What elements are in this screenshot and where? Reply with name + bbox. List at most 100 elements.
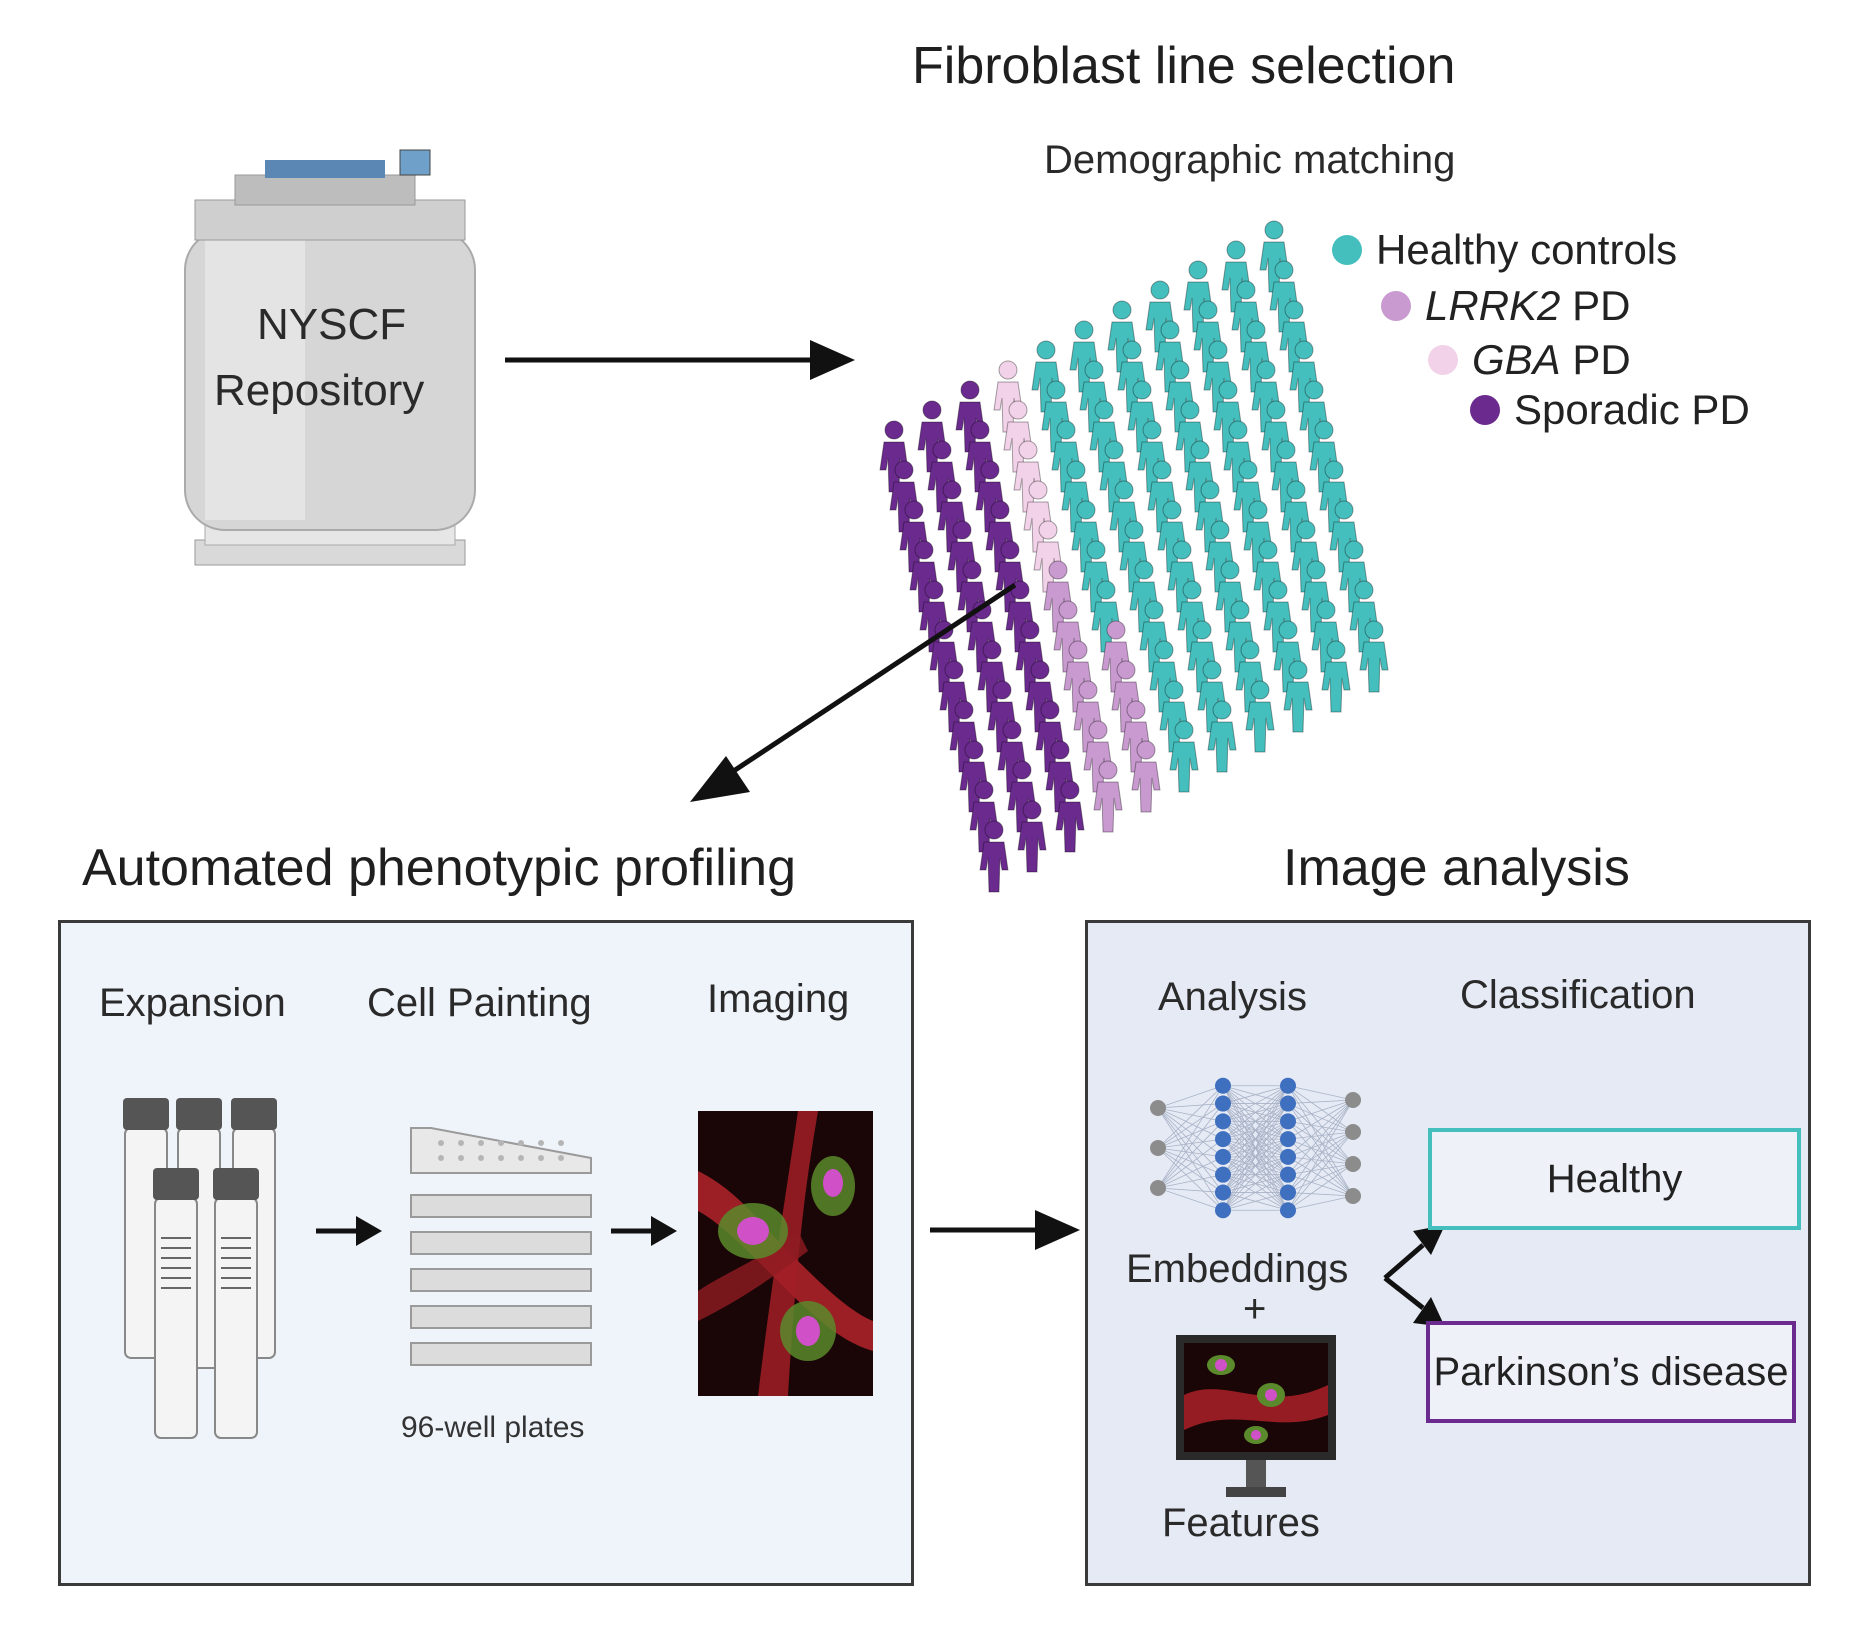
network-edge [1157, 1187, 1224, 1193]
network-node [1150, 1180, 1166, 1196]
network-edge [1157, 1147, 1224, 1211]
person-figure [1165, 360, 1195, 433]
step-imaging-label: Imaging [707, 977, 850, 1021]
person-figure [1157, 500, 1187, 573]
network-node [1345, 1124, 1361, 1140]
person-figure [1321, 640, 1351, 713]
person-figure [1177, 580, 1207, 653]
person-figure [1041, 380, 1071, 453]
person-figure [1023, 480, 1053, 553]
person-figure [985, 500, 1015, 573]
network-edge [1222, 1085, 1289, 1158]
person-figure [1107, 300, 1137, 373]
network-edge [1157, 1085, 1224, 1109]
network-edge [1157, 1085, 1224, 1149]
automated-profiling-title: Automated phenotypic profiling [82, 839, 797, 897]
network-edge [1287, 1103, 1354, 1133]
person-figure [1187, 620, 1217, 693]
person-figure [965, 420, 995, 493]
person-figure [1169, 720, 1199, 793]
person-figure [955, 380, 985, 453]
network-node [1280, 1095, 1296, 1112]
person-figure [1175, 400, 1205, 473]
network-edge [1287, 1085, 1354, 1165]
network-node [1215, 1113, 1231, 1130]
person-figure [1231, 280, 1261, 353]
network-edge [1157, 1107, 1224, 1158]
network-edge [1157, 1156, 1224, 1189]
person-figure [1129, 560, 1159, 633]
person-figure [969, 780, 999, 853]
person-figure [879, 420, 909, 493]
network-edge [1287, 1195, 1354, 1211]
network-edge [1157, 1085, 1224, 1189]
network-edge [1157, 1107, 1224, 1140]
person-figure [899, 500, 929, 573]
person-figure [1111, 660, 1141, 733]
network-edge [1287, 1121, 1354, 1197]
person-figure [1261, 400, 1291, 473]
person-figure [1081, 540, 1111, 613]
person-figure [1119, 520, 1149, 593]
network-edge [1157, 1121, 1224, 1189]
person-figure [959, 740, 989, 813]
person-figure [1139, 600, 1169, 673]
network-node [1280, 1113, 1296, 1130]
network-edge [1287, 1131, 1354, 1176]
neural-network-icon [1150, 1077, 1361, 1219]
network-edge [1222, 1085, 1289, 1211]
person-figure [1101, 620, 1131, 693]
network-edge [1287, 1099, 1354, 1193]
person-figure [927, 440, 957, 513]
step-expansion-label: Expansion [99, 981, 286, 1025]
person-figure [1233, 460, 1263, 533]
person-figure [1273, 620, 1303, 693]
network-node [1345, 1156, 1361, 1172]
legend-sporadic-pd: Sporadic PD [1470, 386, 1750, 434]
network-node [1280, 1077, 1296, 1094]
person-figure [1149, 640, 1179, 713]
person-figure [1043, 560, 1073, 633]
person-figure [1017, 800, 1047, 873]
network-edge [1222, 1085, 1289, 1122]
person-figure [1205, 520, 1235, 593]
repository-label-line1: NYSCF [257, 300, 407, 349]
person-figure [1099, 440, 1129, 513]
person-figure [1015, 620, 1045, 693]
network-edge [1157, 1147, 1224, 1158]
person-figure [1089, 400, 1119, 473]
network-edge [1157, 1103, 1224, 1149]
person-figure [1279, 300, 1309, 373]
person-figure [917, 400, 947, 473]
person-figure [1339, 540, 1369, 613]
person-figure [1147, 460, 1177, 533]
network-node [1345, 1092, 1361, 1108]
network-edge [1222, 1192, 1289, 1211]
person-figure [1079, 360, 1109, 433]
person-figure [1083, 720, 1113, 793]
person-figure [1007, 760, 1037, 833]
person-figure [947, 520, 977, 593]
person-figure [1167, 540, 1197, 613]
network-edge [1287, 1085, 1354, 1197]
person-figure [949, 700, 979, 773]
legend-label-gba-gene: GBA [1472, 336, 1561, 383]
person-figure [1301, 560, 1331, 633]
network-edge [1287, 1131, 1354, 1193]
monitor-icon [1176, 1335, 1336, 1497]
network-edge [1222, 1085, 1289, 1104]
network-node [1280, 1202, 1296, 1219]
person-figure [1109, 480, 1139, 553]
person-figure [919, 580, 949, 653]
network-edge [1287, 1120, 1354, 1165]
classification-label: Classification [1460, 973, 1696, 1017]
arrow-right-small-icon [611, 1216, 677, 1246]
legend-healthy-controls: Healthy controls [1332, 226, 1677, 274]
legend-dot-gba [1428, 345, 1458, 375]
well-plate-stack-icon [410, 1127, 592, 1366]
person-figure [1145, 280, 1175, 353]
network-node [1345, 1188, 1361, 1204]
person-figure [1159, 680, 1189, 753]
person-figure [1063, 640, 1093, 713]
network-edge [1157, 1138, 1224, 1149]
